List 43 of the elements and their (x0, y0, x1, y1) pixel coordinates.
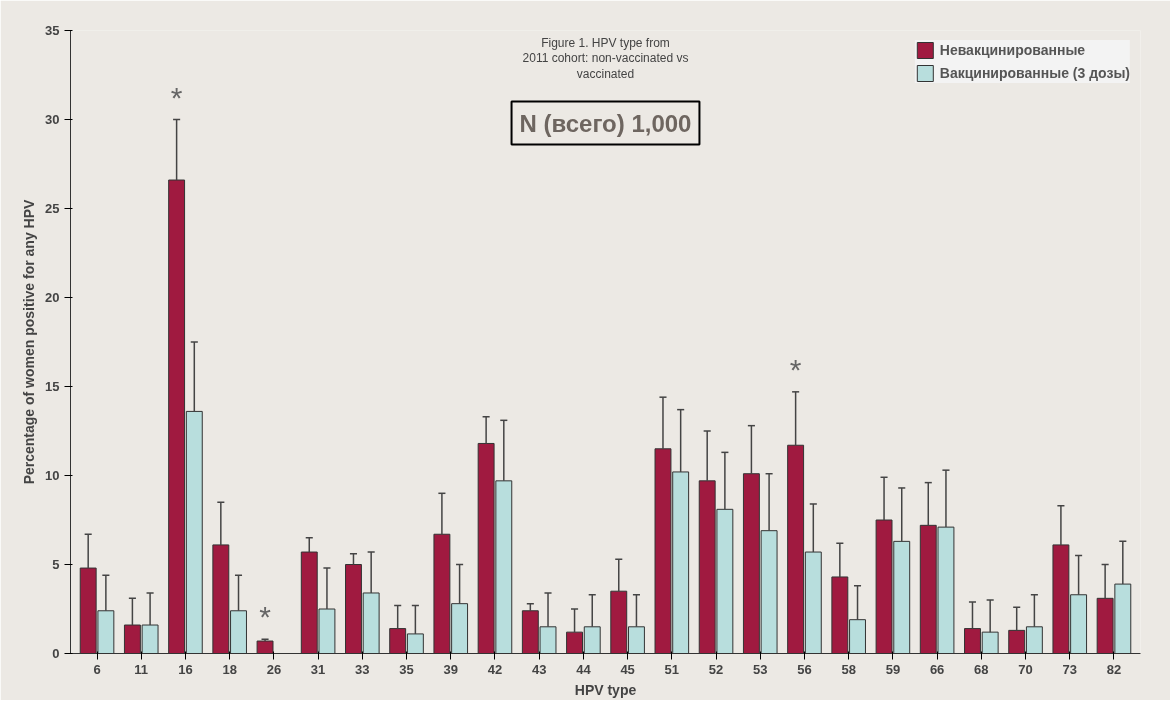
x-tick-label: 52 (708, 661, 724, 677)
x-axis-title: HPV type (574, 681, 637, 698)
x-tick-label: 16 (178, 661, 193, 677)
x-tick-label: 73 (1062, 661, 1077, 677)
x-tick-label: 39 (443, 661, 458, 677)
x-tick-label: 56 (797, 661, 812, 677)
y-tick-label: 10 (45, 468, 60, 483)
x-tick-label: 82 (1106, 661, 1122, 677)
x-tick-label: 53 (753, 661, 768, 677)
text: N (всего) 1,000 (519, 109, 692, 137)
y-tick-label: 20 (45, 290, 60, 305)
legend-label: Невакцинированные (939, 42, 1086, 58)
annotation: Figure 1. HPV type from (541, 35, 670, 50)
x-tick-label: 33 (355, 661, 370, 677)
annotation: vaccinated (576, 66, 635, 81)
x-tick-label: 70 (1018, 661, 1033, 677)
annotation: * (259, 600, 272, 634)
x-tick-label: 42 (487, 661, 503, 677)
x-tick-label: 35 (399, 661, 414, 677)
y-axis-title: Percentage of women positive for any HPV (21, 198, 38, 485)
x-tick-label: 59 (885, 661, 901, 677)
y-tick-label: 30 (45, 112, 60, 127)
x-tick-label: 31 (310, 661, 326, 677)
x-tick-label: 44 (576, 661, 592, 677)
x-tick-label: 51 (664, 661, 680, 677)
y-tick-label: 15 (45, 379, 60, 394)
x-tick-label: 11 (134, 661, 149, 677)
x-tick-label: 43 (531, 661, 547, 677)
y-tick-label: 35 (45, 23, 60, 38)
x-tick-label: 6 (93, 661, 101, 677)
x-tick-label: 18 (222, 661, 237, 677)
x-tick-label: 66 (929, 661, 945, 677)
legend-label: Вакцинированные (3 дозы) (939, 65, 1130, 81)
annotation: * (170, 80, 183, 114)
x-tick-label: 58 (841, 661, 856, 677)
y-tick-label: 5 (52, 557, 60, 572)
annotation: * (789, 352, 802, 386)
x-tick-label: 68 (974, 661, 989, 677)
x-tick-label: 26 (266, 661, 282, 677)
annotation: 2011 cohort: non-vaccinated vs (522, 51, 689, 66)
x-tick-label: 45 (620, 661, 635, 677)
y-tick-label: 0 (52, 646, 60, 661)
y-tick-label: 25 (45, 201, 60, 216)
